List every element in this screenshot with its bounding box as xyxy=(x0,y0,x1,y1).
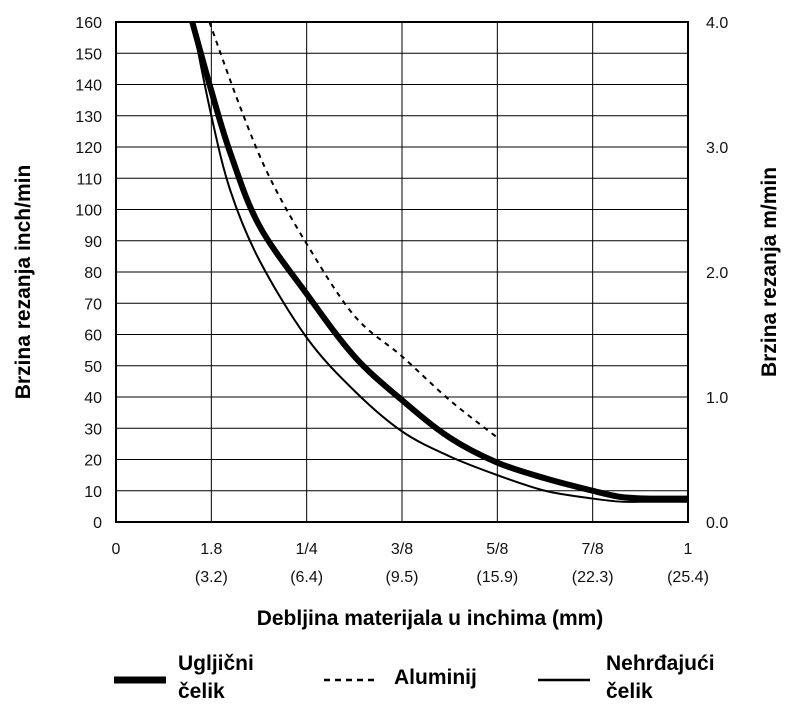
x-tick-label: 5/8 xyxy=(486,541,508,558)
x-tick-sublabel: (15.9) xyxy=(476,569,518,586)
y2-tick-label: 4.0 xyxy=(706,15,728,32)
y-tick-label: 150 xyxy=(75,46,102,63)
y2-tick-label: 0.0 xyxy=(706,515,728,532)
series-line-thick xyxy=(189,21,689,502)
y-tick-label: 160 xyxy=(75,15,102,32)
legend-swatch-thin xyxy=(538,678,590,682)
plot-frame xyxy=(115,21,689,523)
y2-tick-label: 3.0 xyxy=(706,140,728,157)
x-axis-title: Debljina materijala u inchima (mm) xyxy=(257,607,604,630)
y-tick-label: 70 xyxy=(84,296,102,313)
grid xyxy=(116,21,688,523)
y-tick-label: 50 xyxy=(84,359,102,376)
y-tick-label: 120 xyxy=(75,140,102,157)
y-axis-title: Brzina rezanja inch/min xyxy=(12,165,35,400)
x-tick-sublabel: (25.4) xyxy=(667,569,709,586)
legend-item-ugljicni: Ugljični čelik xyxy=(112,650,254,706)
x-axis: 0 1.8 (3.2) 1/4 (6.4) 3/8 (9.5) 5/8 (15.9) 7/8 (22… xyxy=(112,541,709,586)
legend-label-nehrdajuci: Nehrđajući čelik xyxy=(606,652,715,703)
x-tick-sublabel: (6.4) xyxy=(290,569,323,586)
x-tick-label: 1.8 xyxy=(200,541,222,558)
y-tick-label: 90 xyxy=(84,234,102,251)
chart-svg: 0102030405060708090100110120130140150160… xyxy=(12,15,781,630)
legend: Ugljični čelik Aluminij Nehrđajući čelik xyxy=(0,650,788,713)
y-tick-label: 110 xyxy=(76,171,102,188)
legend-label-aluminij: Aluminij xyxy=(394,666,477,689)
series-line-thin xyxy=(191,21,688,503)
x-tick-label: 7/8 xyxy=(582,541,604,558)
y-tick-label: 10 xyxy=(84,484,102,501)
y-tick-label: 60 xyxy=(84,328,102,345)
x-tick-label: 1/4 xyxy=(296,541,318,558)
y-tick-label: 30 xyxy=(84,421,102,438)
y-axis-right: 0.0 1.0 2.0 3.0 4.0 xyxy=(706,15,728,532)
x-tick-sublabel: (9.5) xyxy=(386,569,419,586)
y-tick-label: 40 xyxy=(84,390,102,407)
legend-swatch-thick xyxy=(114,676,166,684)
y-tick-label: 140 xyxy=(75,78,102,95)
y-tick-label: 100 xyxy=(75,203,102,220)
y-tick-label: 130 xyxy=(75,109,102,126)
y-axis-left: 0 10 20 30 40 50 60 70 80 90 100 110 120 130 140 150 160 xyxy=(75,15,102,532)
series-line-dashed xyxy=(208,21,498,439)
y2-tick-label: 1.0 xyxy=(706,390,728,407)
legend-item-aluminij: Aluminij xyxy=(322,650,477,706)
y-tick-label: 0 xyxy=(93,515,102,532)
legend-item-nehrdajuci: Nehrđajući čelik xyxy=(536,650,715,706)
y-tick-label: 20 xyxy=(84,453,102,470)
x-tick-label: 3/8 xyxy=(391,541,413,558)
x-tick-sublabel: (3.2) xyxy=(195,569,228,586)
x-tick-sublabel: (22.3) xyxy=(572,569,614,586)
y-tick-label: 80 xyxy=(84,265,102,282)
x-tick-label: 1 xyxy=(684,541,693,558)
x-tick-label: 0 xyxy=(112,541,121,558)
legend-label-ugljicni: Ugljični čelik xyxy=(178,652,254,703)
y2-tick-label: 2.0 xyxy=(706,265,728,282)
y2-axis-title: Brzina rezanja m/min xyxy=(758,167,781,377)
legend-swatch-dashed xyxy=(324,678,376,682)
series-group xyxy=(189,21,689,503)
